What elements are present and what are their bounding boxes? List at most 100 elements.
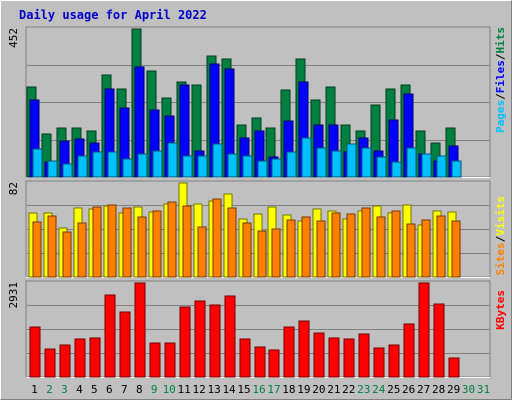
bar-visits-day-10 xyxy=(167,201,177,278)
bar-pages-day-17 xyxy=(271,158,282,178)
bar-kbytes-day-11 xyxy=(179,306,191,378)
bar-kbytes-day-14 xyxy=(224,295,236,378)
bar-visits-day-7 xyxy=(122,207,132,278)
x-label-day-18: 18 xyxy=(282,383,295,396)
bar-pages-day-4 xyxy=(77,155,88,178)
bar-kbytes-day-19 xyxy=(298,320,310,378)
legend-part-sites: Sites xyxy=(494,242,507,275)
bar-pages-day-2 xyxy=(47,160,58,178)
bar-pages-day-9 xyxy=(152,150,163,178)
bar-kbytes-day-28 xyxy=(433,303,445,378)
x-label-day-28: 28 xyxy=(432,383,445,396)
bar-kbytes-day-23 xyxy=(358,333,370,378)
bar-visits-day-12 xyxy=(197,226,207,278)
legend-middle: Sites/Visits xyxy=(494,196,507,276)
bar-pages-day-6 xyxy=(107,151,118,178)
x-label-day-13: 13 xyxy=(207,383,220,396)
bar-kbytes-day-17 xyxy=(268,349,280,378)
x-label-day-29: 29 xyxy=(447,383,460,396)
bar-visits-day-3 xyxy=(62,231,72,278)
bar-kbytes-day-6 xyxy=(104,294,116,378)
bar-kbytes-day-13 xyxy=(209,304,221,378)
x-label-day-10: 10 xyxy=(163,383,176,396)
bar-kbytes-day-27 xyxy=(418,282,430,378)
x-label-day-23: 23 xyxy=(357,383,370,396)
bar-kbytes-day-5 xyxy=(89,337,101,378)
bar-pages-day-23 xyxy=(361,147,372,178)
legend-part-kbytes: KBytes xyxy=(494,290,507,330)
bar-pages-day-26 xyxy=(406,147,417,178)
bar-visits-day-4 xyxy=(77,222,87,278)
bar-kbytes-day-1 xyxy=(29,326,41,378)
bar-visits-day-6 xyxy=(107,204,117,278)
bar-visits-day-20 xyxy=(316,220,326,278)
bar-visits-day-29 xyxy=(451,220,461,278)
legend-part-hits: Hits xyxy=(494,27,507,54)
bar-pages-day-15 xyxy=(242,155,253,178)
legend-part-files: Files xyxy=(494,60,507,93)
x-label-day-11: 11 xyxy=(178,383,191,396)
bar-kbytes-day-29 xyxy=(448,357,460,378)
x-label-day-1: 1 xyxy=(31,383,38,396)
x-label-day-15: 15 xyxy=(237,383,250,396)
bar-visits-day-15 xyxy=(242,222,252,278)
x-label-day-27: 27 xyxy=(417,383,430,396)
x-label-day-22: 22 xyxy=(342,383,355,396)
bar-kbytes-day-2 xyxy=(44,348,56,378)
x-label-day-31: 31 xyxy=(477,383,490,396)
bar-pages-day-5 xyxy=(92,151,103,178)
bar-pages-day-13 xyxy=(212,143,223,178)
bar-visits-day-11 xyxy=(182,205,192,278)
x-label-day-7: 7 xyxy=(121,383,128,396)
bar-kbytes-day-15 xyxy=(239,338,251,378)
x-label-day-24: 24 xyxy=(372,383,386,396)
bar-visits-day-17 xyxy=(271,228,281,278)
x-label-day-2: 2 xyxy=(46,383,53,396)
bar-visits-day-24 xyxy=(376,216,386,278)
bar-pages-day-22 xyxy=(346,143,357,178)
bar-kbytes-day-10 xyxy=(164,342,176,378)
bar-kbytes-day-3 xyxy=(59,344,71,378)
bar-kbytes-day-4 xyxy=(74,338,86,378)
bar-visits-day-27 xyxy=(421,219,431,278)
legend-bottom: KBytes xyxy=(494,290,507,330)
bar-visits-day-8 xyxy=(137,216,147,278)
bar-kbytes-day-16 xyxy=(254,346,266,378)
bar-kbytes-day-22 xyxy=(343,338,355,378)
x-label-day-30: 30 xyxy=(462,383,475,396)
x-label-day-21: 21 xyxy=(327,383,340,396)
bar-pages-day-18 xyxy=(286,151,297,178)
bar-pages-day-24 xyxy=(376,156,387,178)
x-label-day-6: 6 xyxy=(106,383,113,396)
x-label-day-25: 25 xyxy=(387,383,400,396)
x-axis-labels: 1 2 3 4 5 6 7 8 9 10 11 12 13 14 15 16 17 18 19 20 21 22 23 24 2… xyxy=(31,383,490,396)
bar-pages-day-3 xyxy=(62,163,73,178)
x-label-day-4: 4 xyxy=(76,383,83,396)
bar-visits-day-16 xyxy=(257,230,267,278)
bar-pages-day-14 xyxy=(227,153,238,178)
bar-kbytes-day-7 xyxy=(119,311,131,378)
bar-pages-day-1 xyxy=(32,148,43,178)
bar-pages-day-29 xyxy=(451,160,462,178)
max-value-label: 82 xyxy=(7,182,20,195)
bar-kbytes-day-18 xyxy=(283,326,295,378)
bar-pages-day-19 xyxy=(301,137,312,178)
bar-kbytes-day-20 xyxy=(313,332,325,378)
bar-visits-day-25 xyxy=(391,210,401,278)
x-label-day-5: 5 xyxy=(91,383,98,396)
max-value-label: 452 xyxy=(7,28,20,48)
bar-pages-day-11 xyxy=(182,155,193,178)
max-value-label: 2931 xyxy=(7,282,20,309)
bar-visits-day-22 xyxy=(346,213,356,278)
x-label-day-19: 19 xyxy=(297,383,310,396)
legend-part-slash: / xyxy=(494,93,507,100)
bar-visits-day-9 xyxy=(152,210,162,278)
bar-visits-day-14 xyxy=(227,207,237,278)
bar-visits-day-18 xyxy=(286,219,296,278)
bar-visits-day-13 xyxy=(212,198,222,278)
chart-title: Daily usage for April 2022 xyxy=(19,8,207,22)
bar-visits-day-5 xyxy=(92,206,102,278)
bar-visits-day-1 xyxy=(32,221,42,278)
